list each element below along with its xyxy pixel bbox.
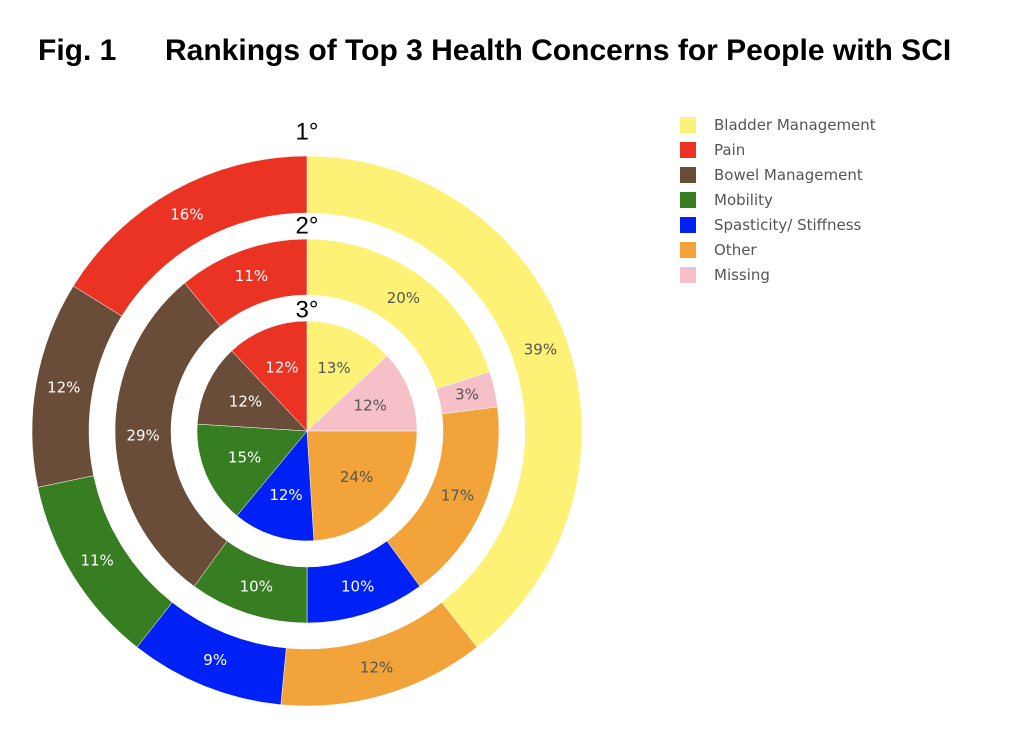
legend-label: Missing [714, 265, 770, 284]
data-label: 17% [441, 487, 474, 505]
pie-slice[interactable] [196, 423, 308, 517]
legend-item[interactable]: Bladder Management [680, 112, 980, 137]
pie-slice[interactable] [236, 430, 315, 542]
data-label: 20% [387, 289, 420, 307]
legend-swatch [680, 191, 696, 208]
data-label: 10% [341, 577, 374, 595]
data-label: 13% [317, 359, 350, 377]
ring-label: 1° [296, 118, 319, 145]
legend-swatch [680, 166, 696, 183]
ring-label: 3° [296, 296, 319, 323]
data-label: 15% [228, 449, 261, 467]
legend-item[interactable]: Mobility [680, 187, 980, 212]
legend-item[interactable]: Pain [680, 137, 980, 162]
legend-swatch [680, 216, 696, 233]
pie-slice[interactable] [114, 282, 228, 587]
chart-legend: Bladder Management Pain Bowel Management… [680, 112, 980, 287]
legend-label: Other [714, 240, 757, 259]
legend-item[interactable]: Other [680, 237, 980, 262]
data-label: 29% [126, 427, 159, 445]
pie-slice[interactable] [196, 350, 308, 432]
legend-item[interactable]: Bowel Management [680, 162, 980, 187]
pie-slice[interactable] [306, 320, 388, 432]
figure-label: Fig. 1 [38, 34, 117, 67]
ring-label: 2° [296, 212, 319, 239]
pie-slice[interactable] [231, 320, 308, 432]
legend-label: Mobility [714, 190, 773, 209]
data-label: 12% [229, 393, 262, 411]
legend-swatch [680, 241, 696, 258]
data-label: 12% [265, 358, 298, 376]
legend-swatch [680, 266, 696, 283]
legend-label: Pain [714, 140, 746, 159]
donut-ring: 39% 12% 9% 11% 12% 16% [31, 155, 583, 707]
pie-slice[interactable] [306, 355, 418, 432]
donut-ring: 13%12%24%12%15%12%12% [196, 320, 418, 542]
data-label: 16% [170, 206, 203, 224]
pie-slice[interactable] [306, 155, 583, 648]
data-label: 12% [47, 379, 80, 397]
legend-item[interactable]: Missing [680, 262, 980, 287]
data-label: 3% [455, 386, 479, 404]
data-label: 12% [269, 486, 302, 504]
data-label: 24% [340, 468, 373, 486]
legend-item[interactable]: Spasticity/ Stiffness [680, 212, 980, 237]
pie-slice[interactable] [184, 238, 308, 327]
legend-swatch [680, 141, 696, 158]
data-label: 11% [235, 267, 268, 285]
data-label: 9% [203, 651, 227, 669]
pie-slice[interactable] [72, 155, 308, 317]
data-label: 39% [524, 341, 557, 359]
data-label: 10% [240, 577, 273, 595]
data-label: 11% [80, 552, 113, 570]
pie-slice[interactable] [306, 430, 418, 542]
legend-label: Spasticity/ Stiffness [714, 215, 862, 234]
donut-ring: 20% 3% 17% 10% 10% 29% 11% [114, 238, 500, 624]
legend-label: Bladder Management [714, 115, 876, 134]
legend-swatch [680, 116, 696, 133]
data-label: 12% [360, 658, 393, 676]
figure-header: Fig. 1 Rankings of Top 3 Health Concerns… [0, 28, 1030, 78]
chart-title: Rankings of Top 3 Health Concerns for Pe… [165, 34, 952, 67]
data-label: 12% [354, 396, 387, 414]
legend-label: Bowel Management [714, 165, 863, 184]
